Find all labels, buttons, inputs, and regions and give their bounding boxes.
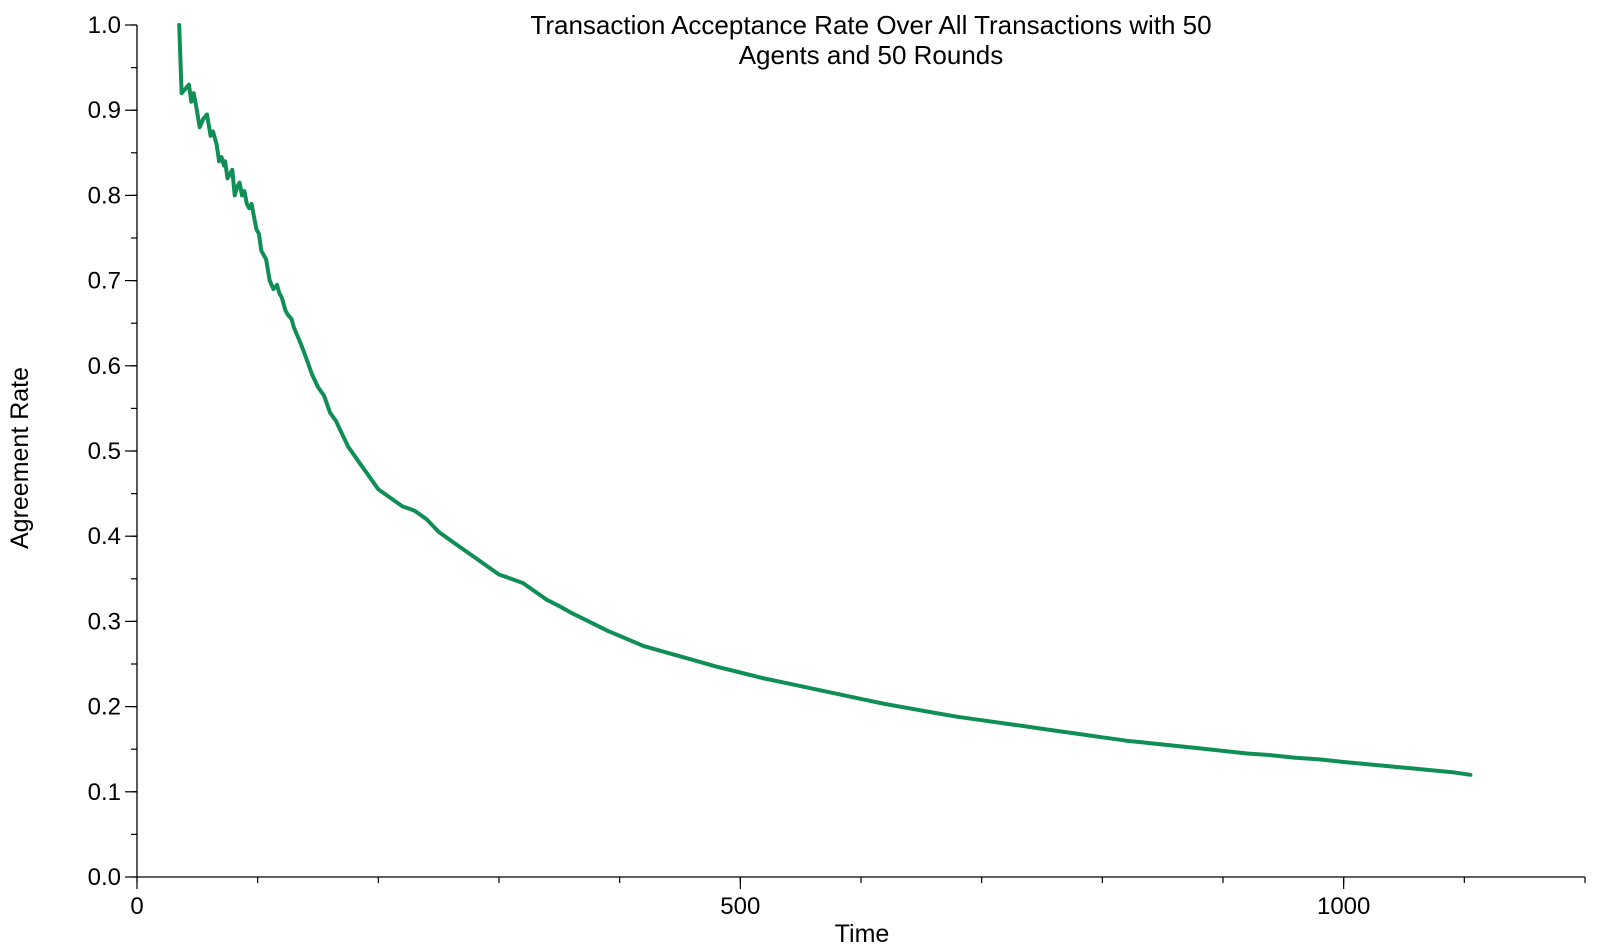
y-axis: 0.0 0.1 0.2 0.3 0.4 0.5 0.6 0.7 0.8 0.9 1.0 xyxy=(88,12,138,891)
plot-series xyxy=(177,23,1473,777)
y-tick-label: 0.7 xyxy=(88,268,121,295)
y-tick-label: 0.1 xyxy=(88,779,121,806)
x-axis-label: Time xyxy=(835,920,890,948)
x-axis: 0 500 1000 xyxy=(130,876,1586,920)
chart-title-line-1: Transaction Acceptance Rate Over All Tra… xyxy=(530,10,1211,40)
chart-title-line-2: Agents and 50 Rounds xyxy=(739,40,1004,70)
y-tick-label: 0.9 xyxy=(88,97,121,124)
y-tick-label: 0.4 xyxy=(88,523,121,550)
x-tick-label: 0 xyxy=(130,893,143,920)
y-tick-label: 0.5 xyxy=(88,438,121,465)
y-tick-label: 0.8 xyxy=(88,182,121,209)
y-tick-label: 1.0 xyxy=(88,12,121,39)
y-tick-label: 0.0 xyxy=(88,864,121,891)
y-axis-label: Agreement Rate xyxy=(6,367,34,549)
series-line xyxy=(177,23,1473,777)
y-tick-label: 0.3 xyxy=(88,608,121,635)
y-tick-label: 0.6 xyxy=(88,353,121,380)
x-tick-label: 500 xyxy=(720,893,760,920)
y-tick-label: 0.2 xyxy=(88,694,121,721)
x-tick-label: 1000 xyxy=(1317,893,1370,920)
